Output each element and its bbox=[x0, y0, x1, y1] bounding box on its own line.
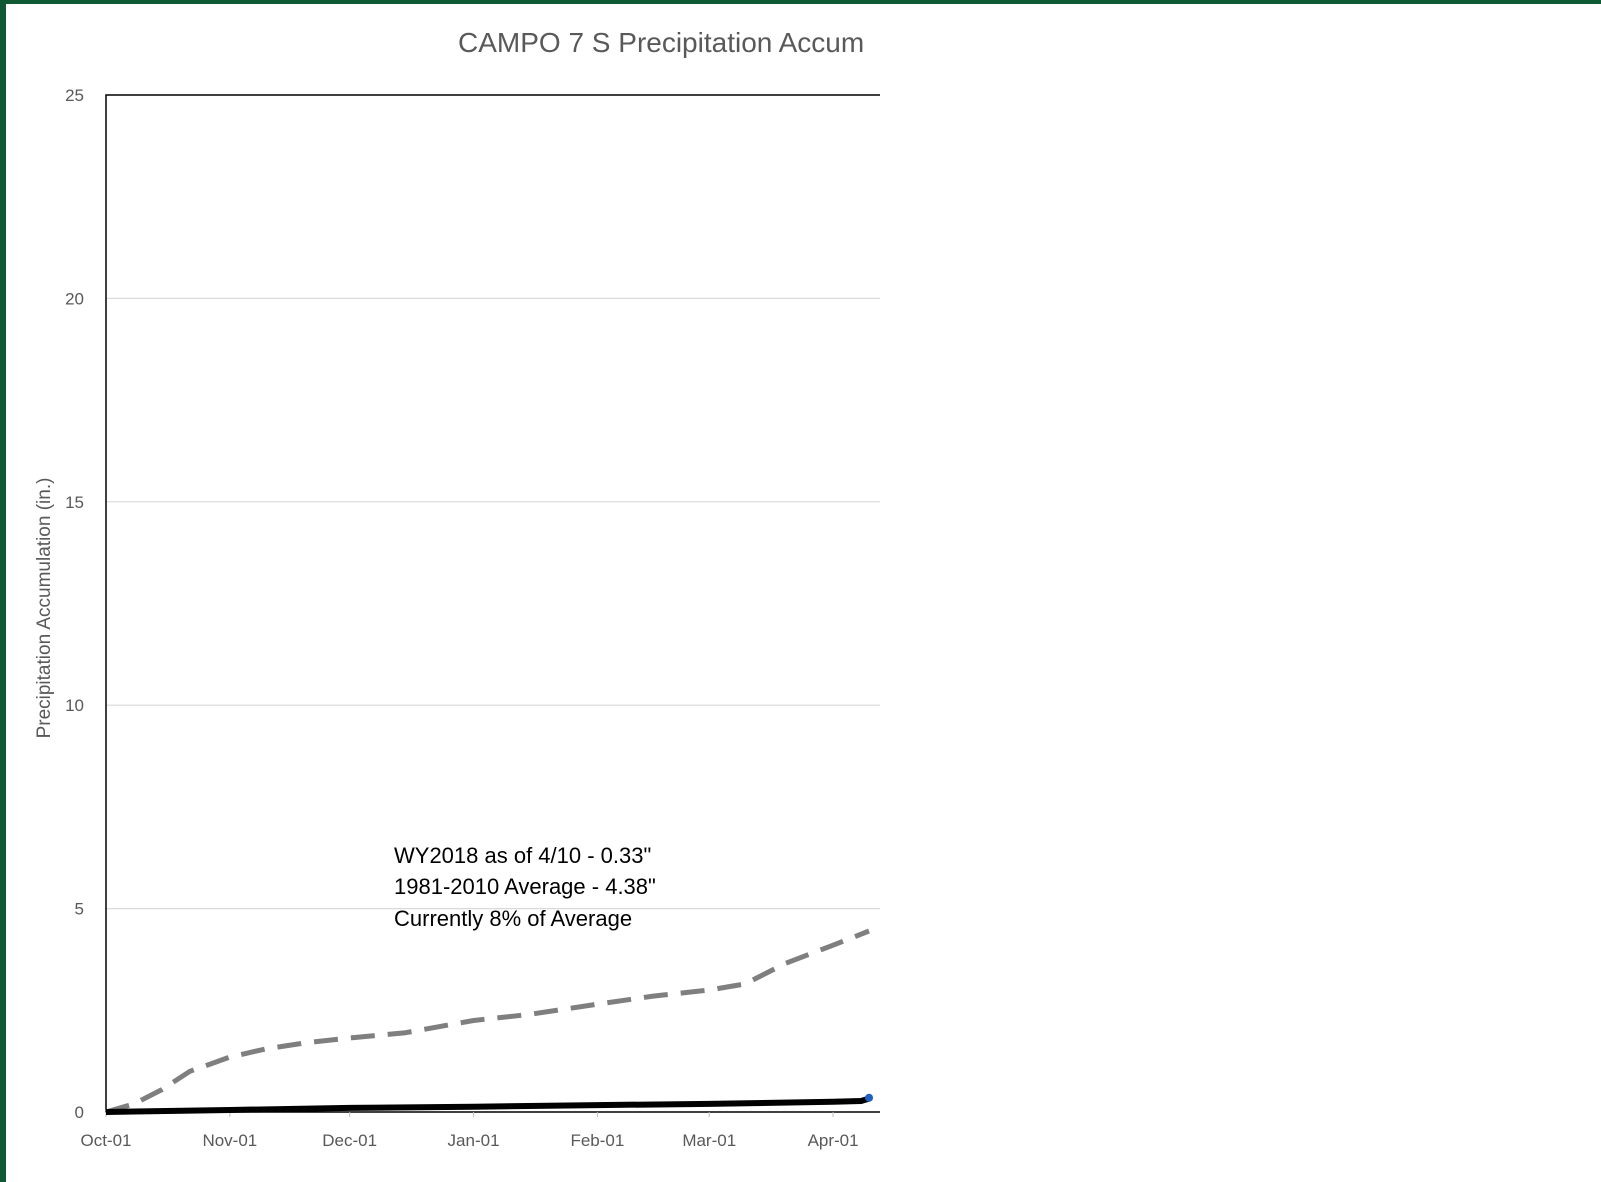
annotation-box: WY2018 as of 4/10 - 0.33" 1981-2010 Aver… bbox=[394, 843, 656, 931]
gridlines bbox=[106, 297, 880, 910]
x-tick-label: Dec-01 bbox=[322, 1131, 377, 1150]
x-tick-label: Jan-01 bbox=[448, 1131, 500, 1150]
annotation-line: Currently 8% of Average bbox=[394, 906, 632, 931]
current-series-line bbox=[105, 1095, 870, 1115]
x-tick-label: Feb-01 bbox=[570, 1131, 624, 1150]
y-tick-label: 25 bbox=[65, 86, 84, 105]
y-tick-label: 15 bbox=[65, 493, 84, 512]
chart-title: CAMPO 7 S Precipitation Accum bbox=[458, 27, 864, 58]
x-tick-label: Nov-01 bbox=[202, 1131, 257, 1150]
precipitation-chart: 0 5 10 15 20 25 Oct-01 Nov-01 Dec-01 Jan-01 Feb-0… bbox=[34, 27, 880, 1150]
y-tick-label: 20 bbox=[65, 289, 84, 308]
annotation-line: WY2018 as of 4/10 - 0.33" bbox=[394, 843, 651, 868]
x-tick-label: Oct-01 bbox=[80, 1131, 131, 1150]
average-series-line bbox=[105, 928, 870, 1115]
series-lines bbox=[105, 928, 874, 1115]
chart-panel: 0 5 10 15 20 25 Oct-01 Nov-01 Dec-01 Jan-01 Feb-0… bbox=[6, 4, 1601, 1182]
x-tick-labels: Oct-01 Nov-01 Dec-01 Jan-01 Feb-01 Mar-01 Apr-… bbox=[80, 1112, 859, 1150]
y-tick-label: 5 bbox=[75, 900, 84, 919]
current-value-marker bbox=[865, 1093, 874, 1102]
y-tick-labels: 0 5 10 15 20 25 bbox=[65, 86, 84, 1122]
y-tick-label: 0 bbox=[75, 1103, 84, 1122]
x-tick-label: Apr-01 bbox=[808, 1131, 859, 1150]
annotation-line: 1981-2010 Average - 4.38" bbox=[394, 874, 656, 899]
y-tick-label: 10 bbox=[65, 696, 84, 715]
plot-frame bbox=[105, 94, 880, 1113]
y-axis-title: Precipitation Accumulation (in.) bbox=[34, 478, 55, 739]
x-tick-label: Mar-01 bbox=[682, 1131, 736, 1150]
